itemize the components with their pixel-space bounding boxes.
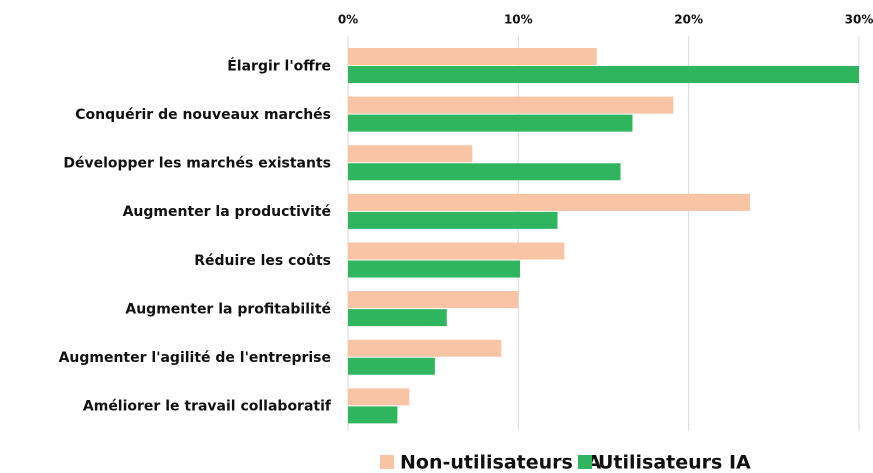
legend-swatch (578, 455, 592, 469)
bar (348, 406, 398, 424)
bar (348, 357, 435, 375)
x-tick-label: 30% (845, 13, 873, 27)
bar (348, 242, 565, 260)
bar (348, 309, 447, 327)
y-tick-label: Améliorer le travail collaboratif (83, 399, 332, 415)
bar (348, 211, 558, 229)
y-tick-label: Élargir l'offre (227, 57, 331, 74)
y-tick-label: Augmenter la productivité (123, 204, 331, 220)
legend-swatch (380, 455, 394, 469)
x-tick-label: 0% (338, 13, 358, 27)
y-tick-label: Développer les marchés existants (63, 156, 331, 172)
legend-label: Non-utilisateurs IA (400, 452, 602, 473)
x-tick-label: 20% (674, 13, 703, 27)
bar (348, 291, 519, 309)
bar (348, 66, 859, 83)
x-tick-label: 10% (504, 13, 533, 27)
legend-label: Utilisateurs IA (598, 452, 751, 473)
bar (348, 48, 597, 65)
bar (348, 388, 410, 406)
bar (348, 193, 750, 211)
y-tick-label: Réduire les coûts (194, 253, 331, 269)
y-tick-label: Conquérir de nouveaux marchés (75, 107, 331, 123)
bar (348, 145, 473, 163)
y-tick-label: Augmenter la profitabilité (125, 301, 331, 317)
bar (348, 163, 621, 181)
bar (348, 260, 521, 278)
bar (348, 339, 502, 357)
bar (348, 114, 633, 132)
y-tick-label: Augmenter l'agilité de l'entreprise (59, 350, 331, 366)
bar (348, 96, 674, 114)
